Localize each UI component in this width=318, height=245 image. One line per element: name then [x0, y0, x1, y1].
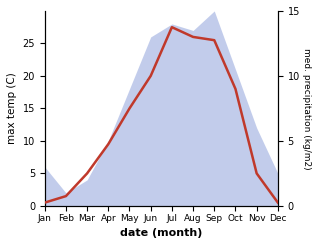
X-axis label: date (month): date (month) [120, 228, 203, 238]
Y-axis label: med. precipitation (kg/m2): med. precipitation (kg/m2) [302, 48, 311, 169]
Y-axis label: max temp (C): max temp (C) [7, 73, 17, 144]
